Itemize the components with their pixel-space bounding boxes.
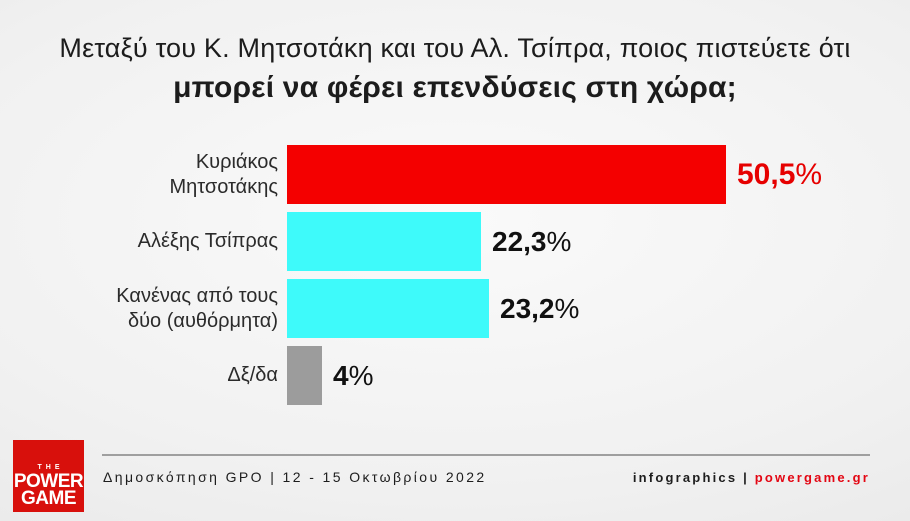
bar-row-tsipras: Αλέξης Τσίπρας 22,3% (93, 212, 883, 271)
bar-label: Κυριάκος Μητσοτάκης (169, 150, 278, 198)
bar-label: Κανένας από τους δύο (αυθόρμητα) (116, 284, 278, 332)
bar-value: 4% (333, 359, 374, 391)
bar-row-dontknow: Δξ/δα 4% (93, 346, 883, 405)
bar-neither (287, 279, 489, 338)
footer-divider (102, 454, 870, 456)
credits-prefix: infographics | (632, 470, 755, 485)
bar-row-neither: Κανένας από τους δύο (αυθόρμητα) 23,2% (93, 279, 883, 338)
logo-the: THE (37, 464, 64, 471)
bar-tsipras (287, 212, 481, 271)
bar-label: Δξ/δα (227, 364, 278, 386)
chart-title-line2: μπορεί να φέρει επενδύσεις στη χώρα; (173, 71, 737, 104)
powergame-logo: THE POWER GAME (13, 440, 84, 512)
credits-site-link[interactable]: powergame.gr (754, 470, 870, 485)
bar-dontknow (287, 346, 322, 405)
bar-label: Αλέξης Τσίπρας (137, 230, 278, 252)
logo-power: POWER (13, 471, 84, 492)
bar-value: 22,3% (492, 225, 572, 257)
bar-chart: Κυριάκος Μητσοτάκης 50,5% Αλέξης Τσίπρας… (93, 145, 883, 413)
chart-title: Μεταξύ του Κ. Μητσοτάκη και του Αλ. Τσίπ… (0, 33, 910, 105)
poll-source: Δημοσκόπηση GPO | 12 - 15 Οκτωβρίου 2022 (103, 469, 487, 485)
bar-value: 50,5% (737, 157, 823, 191)
credits: infographics | powergame.gr (633, 470, 870, 485)
bar-value: 23,2% (500, 292, 580, 324)
chart-title-line1: Μεταξύ του Κ. Μητσοτάκη και του Αλ. Τσίπ… (59, 33, 851, 63)
bar-mitsotakis (287, 145, 726, 204)
bar-row-mitsotakis: Κυριάκος Μητσοτάκης 50,5% (93, 145, 883, 204)
logo-game: GAME (21, 488, 77, 509)
